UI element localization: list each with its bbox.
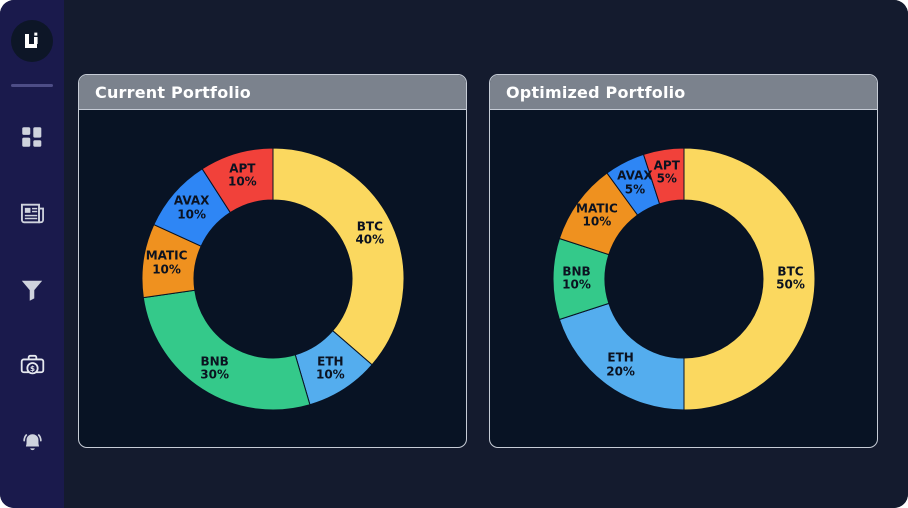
panel-header: Optimized Portfolio	[490, 75, 877, 110]
pie-slice-apt[interactable]	[200, 146, 273, 213]
filter-funnel-icon	[21, 280, 43, 301]
pie-slice-btc[interactable]	[683, 146, 815, 411]
pie-slice-bnb[interactable]	[142, 289, 311, 411]
pie-slice-eth[interactable]	[558, 302, 684, 411]
pie-slice-apt[interactable]	[642, 146, 684, 204]
panel-title: Optimized Portfolio	[506, 82, 686, 102]
panel-body: BTC 40% ETH 10% BNB 30% MATIC 10% AVAX 10% APT 10%	[79, 110, 466, 447]
sidebar-item-news[interactable]	[10, 191, 54, 235]
donut-svg	[141, 146, 404, 411]
sidebar-item-dashboard[interactable]	[10, 115, 54, 159]
dashboard-grid-icon	[22, 127, 42, 147]
pie-slice-btc[interactable]	[272, 146, 404, 365]
donut-chart-optimized[interactable]: BTC 50% ETH 20% BNB 10% MATIC 10% AVAX 5% APT 5%	[550, 145, 818, 413]
bell-icon	[22, 433, 42, 450]
briefcase-dollar-icon: $	[20, 354, 44, 374]
li-logo-icon	[25, 32, 38, 48]
panel-body: BTC 50% ETH 20% BNB 10% MATIC 10% AVAX 5% APT 5%	[490, 110, 877, 447]
sidebar-item-alerts[interactable]	[10, 419, 54, 463]
news-icon	[20, 203, 44, 223]
main-content: Current Portfolio BTC 40% ETH 10% BNB 30% MATI…	[64, 0, 908, 508]
donut-chart-current[interactable]: BTC 40% ETH 10% BNB 30% MATIC 10% AVAX 10% APT 10%	[139, 145, 407, 413]
svg-text:$: $	[29, 364, 34, 373]
sidebar-divider	[11, 84, 53, 87]
panel-current-portfolio: Current Portfolio BTC 40% ETH 10% BNB 30% MATI…	[78, 74, 467, 448]
donut-svg	[552, 146, 815, 411]
sidebar: $	[0, 0, 64, 508]
panel-optimized-portfolio: Optimized Portfolio BTC 50% ETH 20% BNB 10% MA…	[489, 74, 878, 448]
li-logo[interactable]	[11, 20, 53, 62]
sidebar-item-portfolio[interactable]: $	[10, 343, 54, 387]
sidebar-item-filter[interactable]	[10, 267, 54, 311]
panel-title: Current Portfolio	[95, 82, 251, 102]
panel-header: Current Portfolio	[79, 75, 466, 110]
